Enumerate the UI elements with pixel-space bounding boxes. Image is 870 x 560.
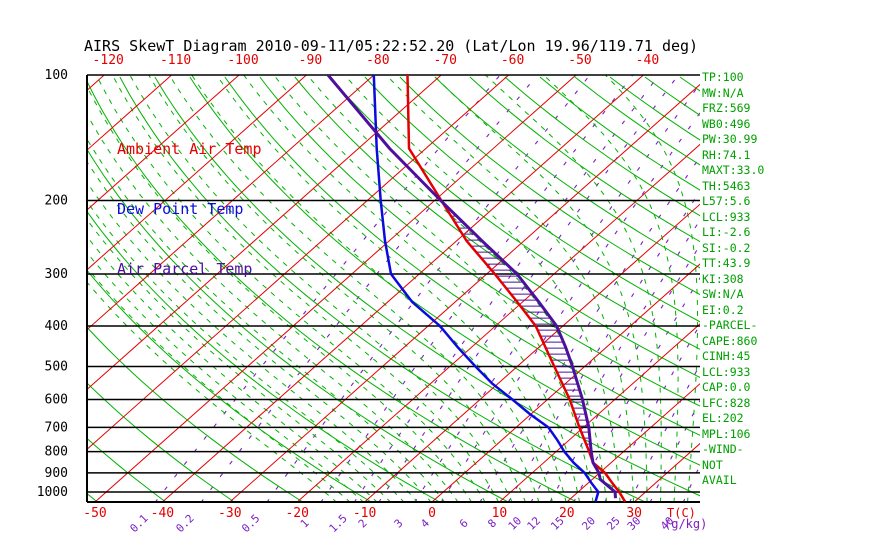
pressure-tick: 400 — [45, 319, 68, 334]
top-temp-tick: -120 — [93, 53, 124, 68]
bottom-temp-tick: -50 — [83, 506, 106, 521]
mixing-ratio-tick: 10 — [506, 514, 525, 533]
stats-line: TP:100 — [702, 70, 744, 84]
stats-line: L57:5.6 — [702, 194, 751, 208]
stats-line: MW:N/A — [702, 85, 744, 100]
sounding-curves — [326, 75, 627, 502]
stats-line: PW:30.99 — [702, 132, 758, 146]
pressure-tick: 700 — [45, 420, 68, 435]
legend-ambient-air-temp: Ambient Air Temp — [117, 140, 262, 158]
stats-line: WB0:496 — [702, 116, 751, 131]
cape-hatch-area — [447, 209, 592, 451]
pressure-tick: 1000 — [37, 485, 68, 500]
stats-line: AVAIL — [702, 473, 737, 487]
mixing-ratio-tick: 25 — [604, 514, 623, 533]
pressure-tick: 600 — [45, 392, 68, 407]
stats-line: SW:N/A — [702, 287, 744, 301]
stats-line: FRZ:569 — [702, 101, 751, 115]
top-temp-tick: -100 — [227, 53, 258, 68]
bottom-temp-tick: -30 — [218, 506, 241, 521]
top-temp-tick: -70 — [433, 53, 456, 68]
bottom-temp-tick: 20 — [559, 506, 575, 521]
legend: Ambient Air Temp Dew Point Temp Air Parc… — [117, 100, 262, 318]
top-temp-tick: -40 — [636, 53, 659, 68]
temp-axis-label: T(C) — [667, 506, 696, 520]
stats-line: NOT — [702, 457, 723, 472]
top-temp-tick: -110 — [160, 53, 191, 68]
bottom-temp-tick: -10 — [353, 506, 376, 521]
bottom-temp-tick: 0 — [428, 506, 436, 521]
pressure-tick: 100 — [45, 68, 68, 83]
stats-line: MAXT:33.0 — [702, 163, 765, 177]
stats-line: SI:-0.2 — [702, 240, 751, 255]
legend-dew-point-temp: Dew Point Temp — [117, 200, 244, 218]
mixing-ratio-tick: 0.5 — [239, 512, 262, 535]
pressure-tick: 300 — [45, 267, 68, 282]
stats-line: KI:308 — [702, 271, 744, 286]
legend-air-parcel-temp: Air Parcel Temp — [117, 260, 253, 278]
stats-line: -WIND- — [702, 442, 744, 456]
stats-line: LI:-2.6 — [702, 225, 751, 239]
top-temp-tick: -50 — [568, 53, 591, 68]
stats-line: LCL:933 — [702, 209, 751, 224]
mixing-ratio-tick: 20 — [579, 514, 598, 533]
mixing-ratio-tick: 1.5 — [327, 512, 350, 535]
stats-line: TH:5463 — [702, 178, 751, 193]
mixing-ratio-tick: 3 — [392, 517, 406, 531]
stats-line: CINH:45 — [702, 349, 751, 363]
stats-line: -PARCEL- — [702, 318, 758, 332]
bottom-temp-tick: -40 — [151, 506, 174, 521]
pressure-gridlines — [86, 74, 700, 503]
stats-line: EI:0.2 — [702, 302, 744, 317]
pressure-tick: 500 — [45, 359, 68, 374]
top-temp-tick: -90 — [299, 53, 322, 68]
mixing-ratio-tick: 6 — [457, 517, 471, 531]
chart-title: AIRS SkewT Diagram 2010-09-11/05:22:52.2… — [84, 37, 699, 55]
stats-line: MPL:106 — [702, 426, 751, 441]
pressure-tick: 200 — [45, 194, 68, 209]
mixing-ratio-axis-label: (g/kg) — [664, 517, 708, 531]
bottom-temp-tick: -20 — [285, 506, 308, 521]
pressure-tick: 800 — [45, 445, 68, 460]
mixing-ratio-tick: 0.1 — [127, 512, 150, 535]
stats-line: TT:43.9 — [702, 256, 751, 270]
stats-line: CAPE:860 — [702, 333, 758, 348]
stats-panel: TP:100 MW:N/A FRZ:569 WB0:496 PW:30.99 RH:74.… — [702, 70, 764, 489]
stats-line: RH:74.1 — [702, 147, 751, 162]
stats-line: LCL:933 — [702, 364, 751, 379]
top-temp-tick: -60 — [501, 53, 524, 68]
moist-adiabats — [87, 75, 699, 502]
mixing-ratio-tick: 12 — [525, 514, 544, 533]
stats-line: EL:202 — [702, 411, 744, 425]
pressure-tick: 900 — [45, 466, 68, 481]
bottom-temp-tick: 10 — [492, 506, 508, 521]
stats-line: CAP:0.0 — [702, 380, 751, 394]
bottom-temp-tick: 30 — [626, 506, 642, 521]
mixing-ratio-tick: 0.2 — [173, 512, 196, 535]
top-temp-tick: -80 — [366, 53, 389, 68]
stats-line: LFC:828 — [702, 395, 751, 410]
